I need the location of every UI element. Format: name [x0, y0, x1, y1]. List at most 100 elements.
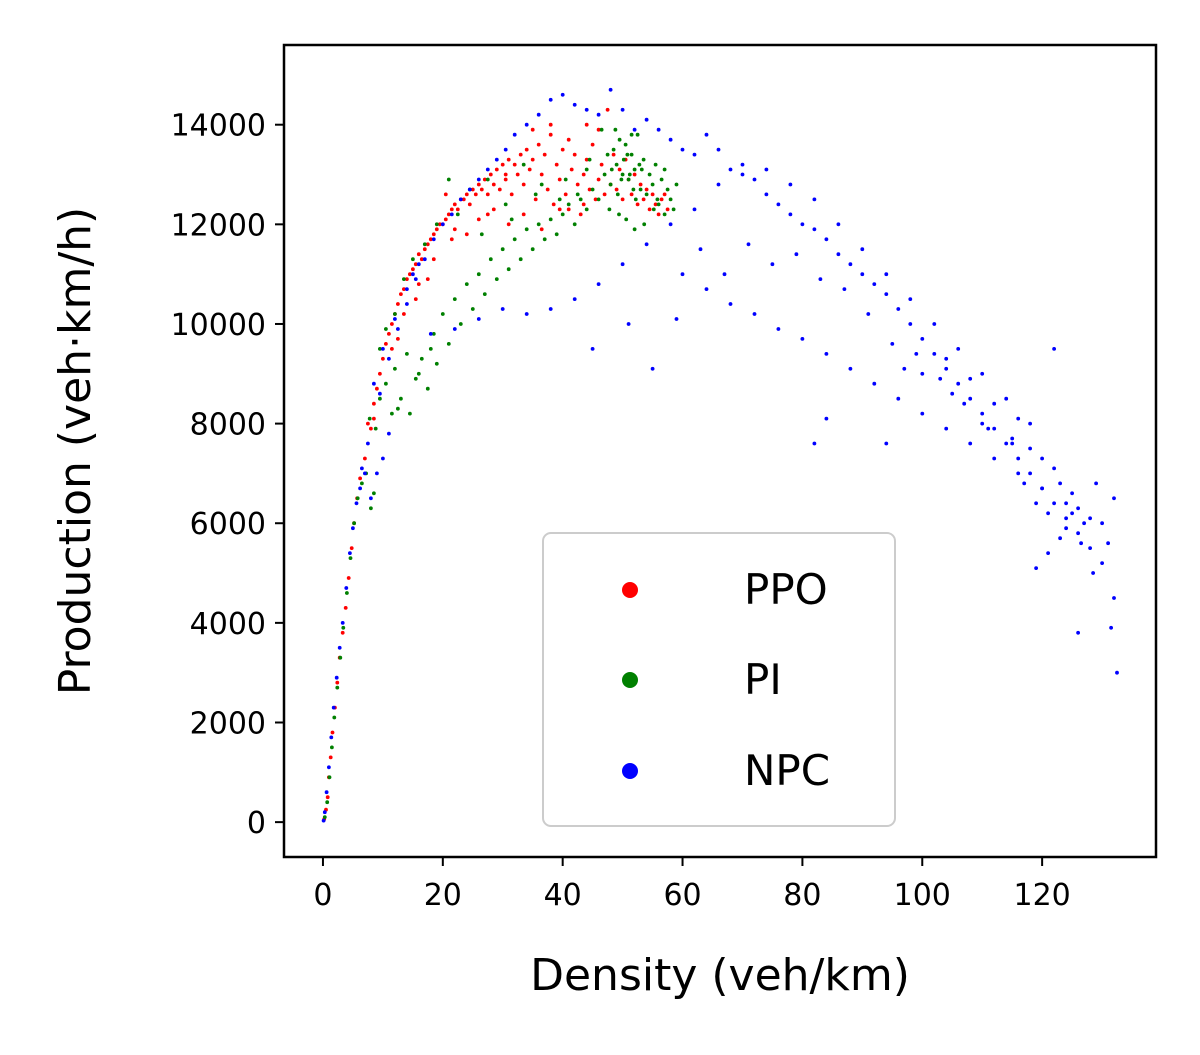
point-npc-7	[337, 645, 342, 650]
point-pi-91	[617, 212, 621, 217]
point-npc-140	[1064, 526, 1069, 531]
point-ppo-91	[590, 142, 595, 147]
point-npc-151	[968, 376, 973, 381]
point-npc-123	[872, 381, 877, 386]
y-axis-label: Production (veh·km/h)	[50, 207, 101, 695]
point-pi-51	[572, 222, 577, 227]
point-npc-130	[1040, 486, 1045, 491]
point-ppo-79	[554, 162, 559, 167]
point-ppo-35	[422, 247, 427, 252]
point-npc-40	[584, 107, 589, 112]
point-npc-2	[324, 790, 329, 795]
point-npc-25	[431, 237, 436, 242]
point-ppo-118	[452, 227, 457, 232]
point-pi-40	[506, 267, 511, 272]
point-ppo-53	[476, 182, 481, 187]
point-npc-101	[740, 162, 745, 167]
point-pi-37	[488, 257, 493, 262]
point-ppo-18	[368, 426, 373, 431]
point-ppo-5	[330, 730, 335, 735]
point-npc-38	[560, 92, 565, 97]
point-npc-87	[1076, 630, 1081, 635]
x-tick-label-120: 120	[1013, 878, 1070, 913]
point-ppo-71	[530, 157, 535, 162]
point-pi-33	[464, 282, 469, 287]
point-npc-174	[938, 376, 943, 381]
point-pi-42	[518, 257, 523, 262]
point-npc-169	[818, 277, 823, 282]
point-pi-34	[470, 307, 475, 311]
point-npc-182	[1079, 541, 1084, 546]
point-pi-96	[599, 127, 604, 132]
point-npc-136	[1010, 436, 1015, 441]
point-pi-74	[656, 202, 661, 207]
point-npc-142	[1082, 521, 1087, 526]
point-npc-64	[872, 282, 877, 287]
point-pi-73	[653, 162, 658, 167]
point-ppo-11	[346, 576, 351, 580]
point-pi-101	[557, 197, 562, 202]
point-ppo-77	[548, 132, 553, 137]
x-tick-label-0: 0	[313, 878, 332, 913]
point-ppo-75	[542, 152, 547, 157]
point-ppo-101	[620, 197, 625, 202]
point-npc-53	[740, 172, 745, 177]
point-npc-61	[836, 252, 841, 257]
point-pi-8	[344, 591, 349, 595]
point-ppo-142	[425, 277, 430, 282]
point-npc-100	[764, 167, 769, 172]
point-ppo-134	[431, 257, 436, 262]
point-npc-98	[812, 197, 817, 202]
point-npc-28	[458, 197, 463, 202]
y-tick-label-8000: 8000	[190, 408, 266, 443]
point-pi-35	[476, 272, 481, 277]
point-ppo-100	[617, 167, 622, 172]
point-npc-39	[572, 102, 577, 107]
point-ppo-121	[491, 207, 496, 212]
point-ppo-132	[503, 172, 508, 177]
point-npc-135	[980, 421, 985, 426]
point-ppo-131	[566, 137, 571, 142]
point-ppo-133	[485, 212, 490, 217]
point-npc-175	[962, 401, 967, 406]
point-npc-62	[848, 262, 853, 267]
point-ppo-111	[650, 192, 655, 197]
point-npc-91	[980, 371, 985, 376]
point-npc-186	[392, 317, 397, 321]
y-tick-label-0: 0	[247, 806, 266, 841]
point-pi-49	[560, 212, 565, 217]
point-npc-173	[914, 351, 919, 356]
point-ppo-95	[602, 192, 607, 197]
point-ppo-99	[614, 187, 619, 192]
point-pi-19	[383, 381, 388, 386]
y-axis-ticks: 0 2000 4000 6000 8000 10000 12000 14000	[171, 109, 284, 841]
point-ppo-109	[644, 187, 649, 192]
point-npc-177	[1010, 441, 1015, 446]
point-npc-43	[620, 107, 625, 112]
point-npc-155	[1052, 466, 1057, 471]
point-pi-111	[410, 257, 415, 262]
point-pi-52	[578, 197, 583, 202]
point-npc-164	[698, 247, 703, 252]
point-npc-1	[322, 810, 327, 815]
point-ppo-108	[641, 197, 646, 202]
point-npc-81	[1076, 531, 1081, 536]
point-ppo-10	[343, 606, 348, 610]
point-pi-99	[584, 167, 589, 172]
point-npc-110	[524, 312, 529, 316]
point-npc-117	[728, 302, 733, 306]
point-npc-84	[1112, 596, 1116, 600]
point-npc-44	[632, 127, 637, 132]
point-npc-163	[674, 317, 679, 321]
point-npc-152	[992, 401, 997, 406]
point-npc-16	[374, 471, 379, 476]
point-ppo-50	[467, 202, 472, 207]
point-ppo-129	[548, 122, 553, 127]
point-ppo-73	[536, 142, 541, 147]
point-pi-1	[325, 800, 330, 805]
point-npc-178	[1022, 481, 1027, 486]
point-ppo-139	[371, 416, 376, 421]
point-pi-75	[659, 177, 664, 182]
point-ppo-16	[362, 456, 367, 461]
